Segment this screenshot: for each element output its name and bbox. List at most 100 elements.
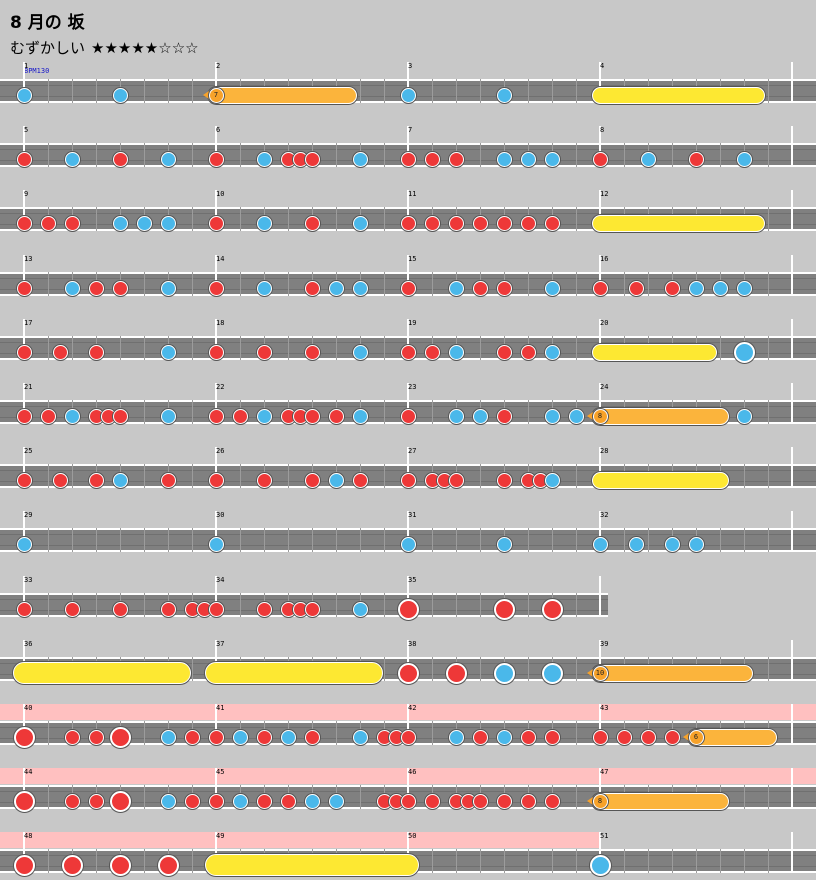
measure-number: 36	[24, 640, 33, 648]
chart-row: 29 30 31 32	[0, 511, 816, 552]
beat-line	[528, 79, 529, 103]
measure-number: 32	[600, 511, 609, 519]
beat-line	[480, 79, 481, 103]
beat-line	[288, 528, 289, 552]
balloon-tail	[203, 91, 209, 99]
beat-line	[576, 464, 577, 488]
ka-note	[64, 280, 80, 296]
measure-number: 37	[216, 640, 225, 648]
beat-line	[720, 336, 721, 360]
beat-line	[528, 400, 529, 424]
bar-line	[23, 640, 25, 681]
beat-line	[768, 272, 769, 296]
ka-note	[304, 793, 320, 809]
don-note	[472, 280, 488, 296]
bar-line	[407, 704, 409, 745]
beat-line	[672, 143, 673, 167]
beat-line	[552, 528, 553, 552]
bar-line	[791, 255, 793, 296]
beat-line	[48, 272, 49, 296]
beat-line	[288, 272, 289, 296]
beat-line	[504, 849, 505, 873]
beat-line	[168, 528, 169, 552]
beat-line	[720, 143, 721, 167]
bar-line	[407, 319, 409, 360]
don-note	[208, 601, 224, 617]
beat-line	[264, 528, 265, 552]
bar-line	[599, 447, 601, 488]
don-note	[208, 280, 224, 296]
don-note	[520, 344, 536, 360]
beat-line	[576, 272, 577, 296]
measure-number: 29	[24, 511, 33, 519]
don-note	[628, 280, 644, 296]
chart-row: 33 34 35	[0, 576, 816, 620]
beat-line	[432, 528, 433, 552]
don-note	[112, 151, 128, 167]
beat-line	[48, 336, 49, 360]
beat-line	[576, 593, 577, 617]
ka-note	[688, 536, 704, 552]
beat-line	[336, 721, 337, 745]
don-note	[208, 215, 224, 231]
ka-note	[544, 280, 560, 296]
bar-line	[215, 126, 217, 167]
don-note	[592, 280, 608, 296]
beat-line	[360, 528, 361, 552]
chart-row: 17 18 19 20	[0, 319, 816, 363]
beat-line	[456, 849, 457, 873]
big-ka-note	[493, 662, 515, 684]
don-note	[328, 408, 344, 424]
beat-line	[528, 528, 529, 552]
beat-line	[48, 528, 49, 552]
beat-line	[576, 849, 577, 873]
beat-line	[576, 79, 577, 103]
don-note	[400, 472, 416, 488]
measure-number: 31	[408, 511, 417, 519]
ka-note	[352, 601, 368, 617]
beat-line	[648, 528, 649, 552]
ka-note	[160, 793, 176, 809]
ka-note	[112, 215, 128, 231]
don-note	[496, 793, 512, 809]
drumroll-note	[591, 343, 717, 361]
don-note	[496, 280, 512, 296]
beat-line	[624, 143, 625, 167]
don-note	[208, 472, 224, 488]
bar-line	[23, 62, 25, 103]
beat-line	[456, 593, 457, 617]
beat-line	[144, 400, 145, 424]
bar-line	[599, 704, 601, 745]
bar-line	[407, 511, 409, 552]
don-note	[40, 215, 56, 231]
don-note	[472, 793, 488, 809]
don-note	[64, 601, 80, 617]
ka-note	[400, 87, 416, 103]
beat-line	[768, 143, 769, 167]
don-note	[400, 408, 416, 424]
ka-note	[232, 729, 248, 745]
don-note	[16, 601, 32, 617]
bar-line	[23, 511, 25, 552]
beat-line	[744, 464, 745, 488]
measure-number: 9	[24, 190, 29, 198]
bar-line	[791, 383, 793, 424]
beat-line	[312, 528, 313, 552]
measure-number: 48	[24, 832, 33, 840]
chart-row: 44 45 46 47 8	[0, 768, 816, 812]
bar-line	[23, 832, 25, 873]
beat-line	[432, 593, 433, 617]
beat-line	[240, 464, 241, 488]
drumroll-note	[591, 214, 765, 232]
don-note	[304, 472, 320, 488]
bar-line	[23, 447, 25, 488]
big-don-note	[541, 598, 563, 620]
bar-line	[791, 190, 793, 231]
beat-line	[192, 400, 193, 424]
beat-line	[480, 849, 481, 873]
beat-line	[720, 528, 721, 552]
beat-line	[168, 79, 169, 103]
measure-number: 30	[216, 511, 225, 519]
beat-line	[192, 849, 193, 873]
don-note	[664, 729, 680, 745]
